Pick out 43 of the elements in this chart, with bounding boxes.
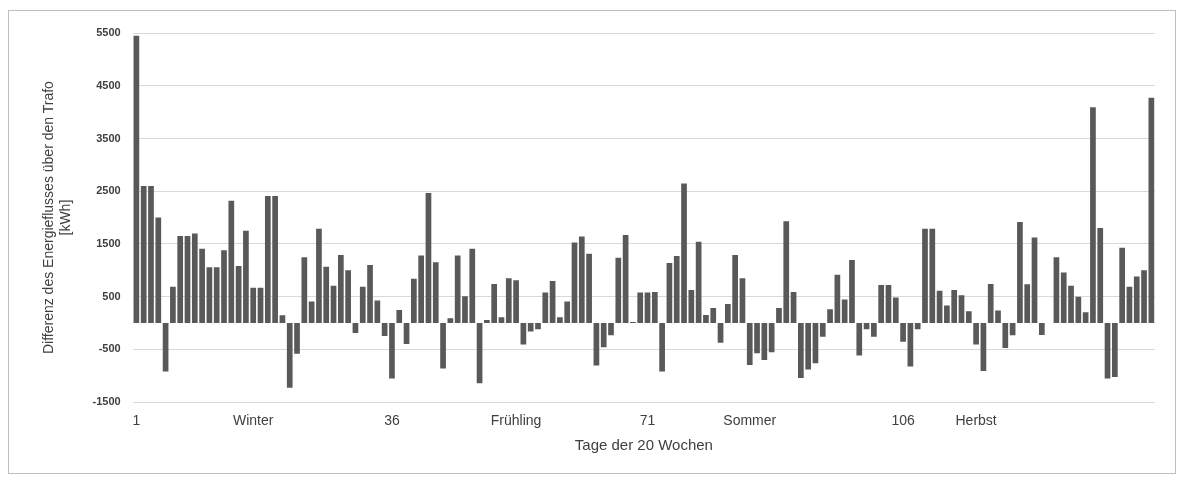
bar: [892, 297, 899, 324]
y-tick-label: -500: [98, 342, 121, 355]
x-tick-label: Frühling: [490, 412, 542, 429]
bar: [871, 323, 877, 337]
y-tick-label: 2500: [96, 184, 121, 197]
bar: [440, 323, 446, 369]
bar: [498, 317, 505, 324]
x-tick-label: 36: [384, 412, 400, 429]
x-tick-label: 106: [891, 412, 915, 429]
y-tick-label: -1500: [92, 395, 121, 408]
bar: [542, 292, 549, 324]
y-axis-title: Differenz des Energieflusses über den Trafo [kWh]: [40, 80, 74, 355]
bar: [878, 285, 885, 324]
x-tick-label: 71: [639, 412, 656, 429]
y-tick-label: 1500: [96, 237, 121, 249]
x-tick-label: 1: [132, 412, 141, 429]
bar: [389, 323, 395, 379]
bar: [615, 257, 622, 324]
bar: [973, 323, 979, 345]
bar: [819, 323, 826, 337]
y-tick-label: 3500: [96, 131, 121, 144]
bar: [900, 323, 906, 342]
bar: [856, 323, 863, 356]
bar: [651, 291, 658, 324]
bar: [1002, 323, 1009, 348]
bar: [1111, 323, 1118, 377]
x-tick-label: Sommer: [723, 412, 777, 429]
x-tick-label: Winter: [232, 412, 274, 429]
bar: [914, 323, 921, 330]
bar: [396, 309, 403, 324]
bar: [432, 262, 439, 324]
bar: [301, 257, 308, 324]
y-tick-label: 5500: [96, 26, 121, 39]
y-tick-label: 500: [102, 289, 121, 302]
bar: [659, 323, 665, 372]
x-axis-title: Tage der 20 Wochen: [574, 436, 713, 454]
bar: [965, 311, 972, 324]
bar: [827, 309, 833, 324]
bar: [1038, 323, 1045, 335]
bar: [447, 318, 454, 324]
y-tick-label: 4500: [96, 78, 121, 91]
bar: [1119, 247, 1125, 324]
x-tick-label: Herbst: [955, 412, 997, 429]
